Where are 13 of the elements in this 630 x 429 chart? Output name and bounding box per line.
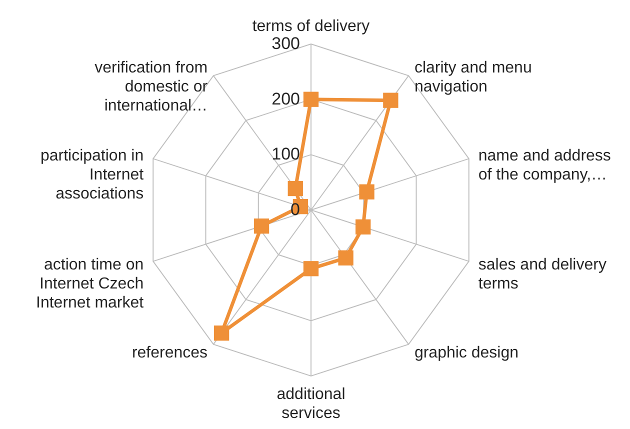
spoke-label: sales and delivery terms (478, 256, 606, 292)
spoke-label: clarity and menu navigation (414, 60, 532, 96)
y-tick-label: 200 (272, 89, 300, 108)
spoke-label: references (132, 344, 208, 362)
spoke-label: verification from domestic or international… (94, 60, 208, 115)
y-tick-label: 300 (272, 34, 300, 53)
spoke-label: name and address of the company,… (478, 148, 611, 184)
spoke-label: terms of delivery (252, 18, 370, 35)
spoke-label: graphic design (414, 344, 519, 362)
spoke-label: action time on Internet Czech Internet market (36, 256, 144, 312)
spoke-label: additional services (276, 386, 346, 422)
y-tick-label: 100 (272, 144, 300, 164)
spoke-label: participation in Internet associations (40, 148, 144, 203)
